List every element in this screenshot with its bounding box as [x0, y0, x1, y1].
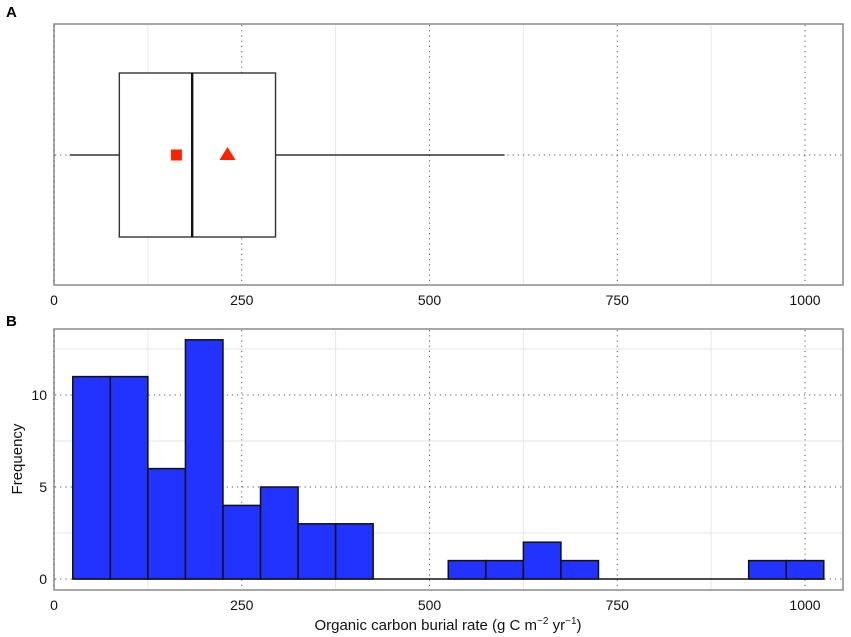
histogram-bars [72, 339, 825, 580]
panel-a-label: A [6, 4, 17, 21]
histogram-bar [560, 559, 600, 580]
y-tick-label: 5 [39, 479, 47, 495]
histogram-bar [485, 559, 525, 580]
x-tick-label: 750 [606, 597, 630, 613]
histogram-bar [334, 523, 374, 580]
histogram-bar [447, 559, 487, 580]
histogram-bar [109, 375, 149, 580]
histogram-bar [747, 559, 787, 580]
histogram-bar [785, 559, 825, 580]
x-tick-label: 0 [50, 292, 58, 308]
y-tick-label: 0 [39, 571, 47, 587]
x-tick-label: 0 [50, 597, 58, 613]
x-tick-label: 750 [606, 292, 630, 308]
x-tick-label: 250 [230, 597, 254, 613]
box-iqr [118, 72, 277, 238]
y-axis-title: Frequency [9, 423, 26, 494]
panel-b-histogram: B 0 250 500 750 1000 0 5 10 Frequency Organic … [6, 313, 844, 634]
x-tick-label: 250 [230, 292, 254, 308]
y-tick-label: 10 [31, 387, 47, 403]
x-axis-title: Organic carbon burial rate (g C m−2 yr−1… [314, 616, 581, 634]
mean-triangle-marker [219, 147, 236, 160]
panel-b-x-axis: 0 250 500 750 1000 [50, 597, 821, 613]
histogram-bar [147, 467, 187, 580]
histogram-bar [222, 504, 262, 580]
histogram-bar [297, 523, 337, 580]
histogram-bar [184, 339, 224, 580]
x-tick-label: 500 [418, 597, 442, 613]
x-tick-label: 1000 [789, 292, 820, 308]
boxplot [69, 72, 505, 238]
panel-b-y-axis: 0 5 10 [31, 387, 47, 587]
histogram-bar [72, 375, 112, 580]
histogram-bar [522, 541, 562, 580]
x-tick-label: 1000 [789, 597, 820, 613]
panel-a-x-axis: 0 250 500 750 1000 [50, 292, 821, 308]
histogram-bar [259, 486, 299, 580]
panel-b-label: B [6, 313, 17, 330]
square-marker [170, 149, 182, 161]
x-tick-label: 500 [418, 292, 442, 308]
panel-a-boxplot: A 0 250 500 750 1000 [6, 4, 844, 308]
